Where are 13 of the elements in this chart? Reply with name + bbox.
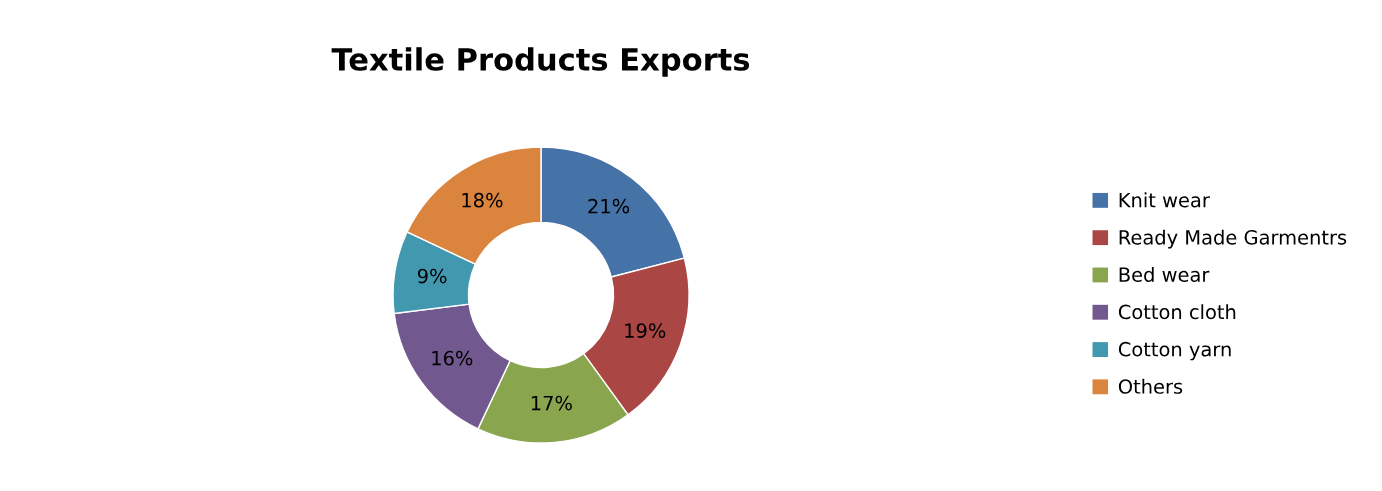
data-label: 9%	[417, 268, 447, 284]
legend-label: Ready Made Garmentrs	[1119, 229, 1347, 249]
legend-label: Cotton yarn	[1118, 341, 1231, 361]
data-label: 19%	[625, 323, 666, 338]
data-label: 17%	[531, 395, 572, 411]
legend-label: Knit wear	[1119, 192, 1210, 208]
legend-label: Cotton cloth	[1118, 304, 1236, 320]
data-label: 16%	[432, 350, 473, 366]
data-label: 18%	[462, 192, 503, 208]
legend-label: Bed wear	[1119, 266, 1210, 282]
legend-label: Others	[1118, 378, 1183, 394]
chart-title: Textile Products Exports	[331, 47, 750, 77]
data-label: 21%	[588, 198, 630, 214]
